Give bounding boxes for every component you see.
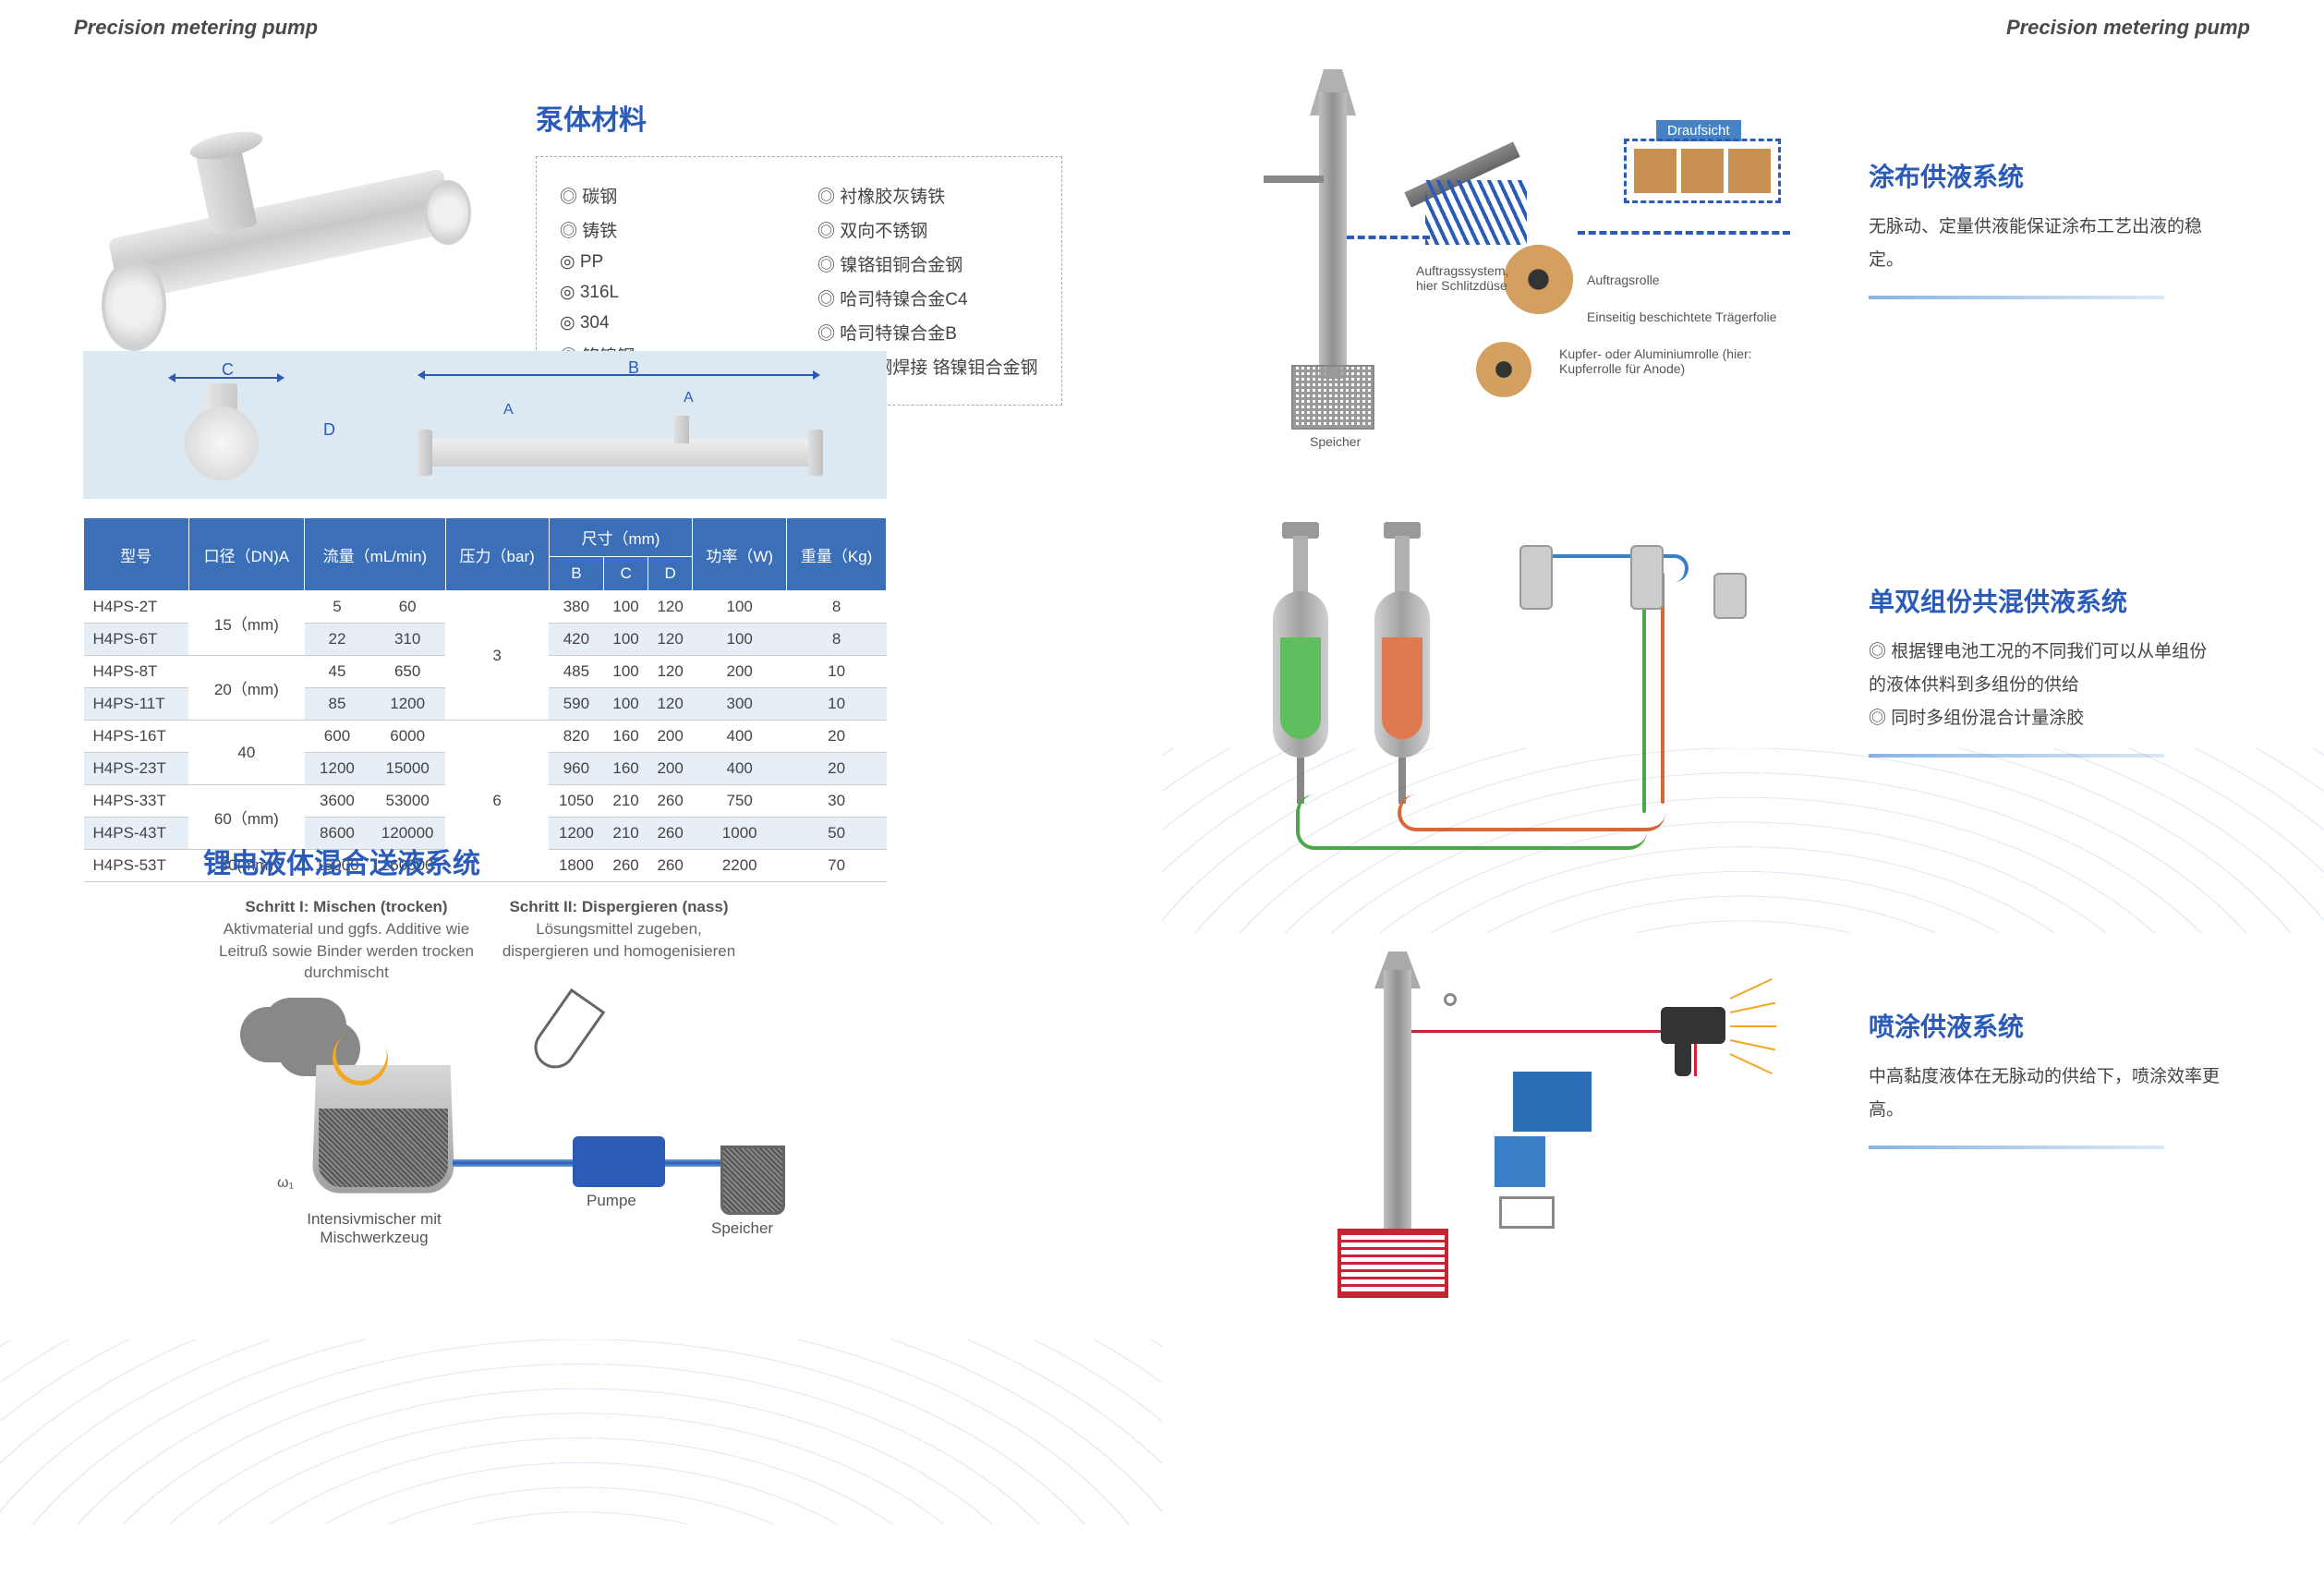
spray-title: 喷涂供液系统 [1869, 1007, 2220, 1044]
dual-desc: ◎ 根据锂电池工况的不同我们可以从单组份的液体供料到多组份的供给 ◎ 同时多组份… [1869, 636, 2220, 735]
coating-label-curoll: Kupfer- oder Aluminiumrolle (hier: Kupfe… [1559, 346, 1790, 376]
dual-diagram [1217, 517, 1809, 868]
spray-desc: 中高黏度液体在无脉动的供给下，喷涂效率更高。 [1869, 1061, 2220, 1127]
page-header-left: Precision metering pump [74, 16, 318, 40]
mix-step1-header: Schritt I: Mischen (trocken) [217, 896, 476, 918]
mixing-title: 锂电液体混合送液系统 [203, 841, 480, 881]
th-bore: 口径（DN)A [188, 518, 305, 591]
mix-mixer-label: Intensivmischer mit Mischwerkzeug [268, 1210, 480, 1247]
mix-step2-text: Lösungsmittel zugeben, dispergieren und … [499, 918, 739, 963]
mix-step2-header: Schritt II: Dispergieren (nass) [499, 896, 739, 918]
dim-label-a2: A [684, 390, 694, 406]
th-size: 尺寸（mm) [549, 518, 692, 557]
mix-storage-label: Speicher [711, 1219, 773, 1238]
th-flow: 流量（mL/min) [305, 518, 445, 591]
th-press: 压力（bar) [445, 518, 549, 591]
spray-section: 喷涂供液系统 中高黏度液体在无脉动的供给下，喷涂效率更高。 [1217, 942, 2270, 1293]
table-row: H4PS-16T406006000682016020040020 [84, 721, 887, 753]
mix-omega-label: ω₁ [277, 1175, 294, 1192]
coating-diagram: Draufsicht Auftragssystem, hier Schlitzd… [1217, 92, 1809, 443]
dual-title: 单双组份共混供液系统 [1869, 582, 2220, 619]
coating-title: 涂布供液系统 [1869, 157, 2220, 194]
coating-section: Draufsicht Auftragssystem, hier Schlitzd… [1217, 92, 2270, 443]
page-header-right: Precision metering pump [2006, 16, 2250, 40]
coating-desc: 无脉动、定量供液能保证涂布工艺出液的稳定。 [1869, 211, 2220, 277]
coating-label-nozzle: Auftragssystem, hier Schlitzdüse [1416, 263, 1527, 293]
th-weight: 重量（Kg) [787, 518, 887, 591]
pump-3d-render [83, 92, 480, 333]
dimension-panel: C D B A A [83, 351, 887, 499]
spec-table: 型号 口径（DN)A 流量（mL/min) 压力（bar) 尺寸（mm) 功率（… [83, 517, 887, 882]
mix-storage-icon [720, 1146, 785, 1215]
mix-pump-icon [573, 1136, 665, 1187]
spray-diagram [1217, 942, 1809, 1293]
dual-section: 单双组份共混供液系统 ◎ 根据锂电池工况的不同我们可以从单组份的液体供料到多组份… [1217, 517, 2270, 868]
mix-pump-label: Pumpe [587, 1192, 636, 1210]
table-row: H4PS-2T15（mm)56033801001201008 [84, 591, 887, 624]
materials-title: 泵体材料 [536, 97, 1062, 138]
mixing-diagram: Schritt I: Mischen (trocken) Aktivmateri… [148, 887, 850, 1275]
coating-label-foil: Einseitig beschichtete Trägerfolie [1587, 309, 1776, 324]
mix-step1-text: Aktivmaterial und ggfs. Additive wie Lei… [217, 918, 476, 984]
dim-label-d: D [323, 420, 335, 440]
coating-label-storage: Speicher [1310, 434, 1361, 449]
coating-label-roll: Auftragsrolle [1587, 273, 1660, 287]
th-power: 功率（W) [693, 518, 787, 591]
dim-label-a1: A [503, 402, 514, 418]
th-model: 型号 [84, 518, 189, 591]
